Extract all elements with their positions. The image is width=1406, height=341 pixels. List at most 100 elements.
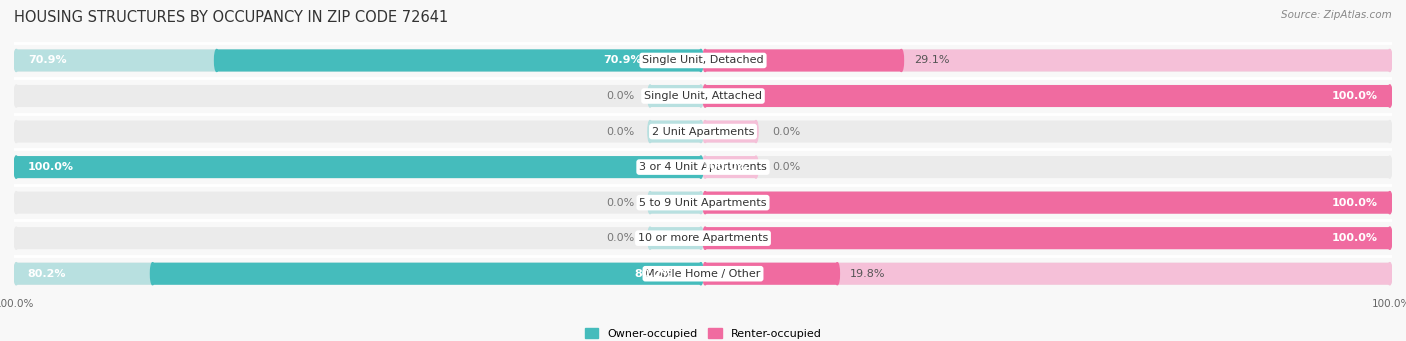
Text: 0.0%: 0.0% [606, 127, 634, 136]
Circle shape [1388, 85, 1392, 107]
Circle shape [1388, 227, 1392, 249]
Circle shape [1388, 49, 1392, 72]
Circle shape [1388, 85, 1392, 107]
Circle shape [703, 227, 707, 249]
Circle shape [14, 156, 18, 178]
Circle shape [699, 85, 703, 107]
Circle shape [703, 263, 707, 285]
Circle shape [1388, 85, 1392, 107]
Text: 100.0%: 100.0% [1331, 233, 1378, 243]
FancyBboxPatch shape [17, 156, 700, 178]
Text: 10 or more Apartments: 10 or more Apartments [638, 233, 768, 243]
Circle shape [648, 85, 652, 107]
Text: 3 or 4 Unit Apartments: 3 or 4 Unit Apartments [640, 162, 766, 172]
Text: 0.0%: 0.0% [772, 162, 800, 172]
Text: 29.1%: 29.1% [914, 56, 949, 65]
Circle shape [1388, 192, 1392, 214]
Text: HOUSING STRUCTURES BY OCCUPANCY IN ZIP CODE 72641: HOUSING STRUCTURES BY OCCUPANCY IN ZIP C… [14, 10, 449, 25]
Circle shape [699, 156, 703, 178]
Circle shape [835, 263, 839, 285]
FancyBboxPatch shape [650, 227, 700, 249]
Text: 100.0%: 100.0% [703, 162, 749, 172]
Circle shape [699, 227, 703, 249]
Text: 100.0%: 100.0% [1331, 91, 1378, 101]
Text: 2 Unit Apartments: 2 Unit Apartments [652, 127, 754, 136]
Circle shape [754, 120, 758, 143]
FancyBboxPatch shape [706, 120, 756, 143]
FancyBboxPatch shape [706, 263, 838, 285]
Circle shape [1388, 192, 1392, 214]
Circle shape [699, 49, 703, 72]
FancyBboxPatch shape [17, 192, 1389, 214]
FancyBboxPatch shape [153, 263, 700, 285]
FancyBboxPatch shape [17, 263, 1389, 285]
Circle shape [699, 120, 703, 143]
Text: Single Unit, Detached: Single Unit, Detached [643, 56, 763, 65]
Circle shape [703, 156, 707, 178]
Circle shape [699, 49, 703, 72]
FancyBboxPatch shape [706, 192, 1389, 214]
Circle shape [699, 263, 703, 285]
Circle shape [703, 85, 707, 107]
FancyBboxPatch shape [650, 120, 700, 143]
Circle shape [14, 49, 18, 72]
FancyBboxPatch shape [17, 156, 1389, 178]
Circle shape [14, 263, 18, 285]
Text: 0.0%: 0.0% [606, 233, 634, 243]
FancyBboxPatch shape [706, 192, 1389, 214]
Circle shape [648, 120, 652, 143]
Circle shape [14, 227, 18, 249]
FancyBboxPatch shape [17, 227, 1389, 249]
Circle shape [703, 120, 707, 143]
FancyBboxPatch shape [650, 85, 700, 107]
FancyBboxPatch shape [17, 49, 700, 72]
Text: Source: ZipAtlas.com: Source: ZipAtlas.com [1281, 10, 1392, 20]
Circle shape [1388, 227, 1392, 249]
FancyBboxPatch shape [17, 120, 1389, 143]
Circle shape [703, 85, 707, 107]
Circle shape [1388, 156, 1392, 178]
Text: 100.0%: 100.0% [1331, 198, 1378, 208]
FancyBboxPatch shape [706, 49, 901, 72]
Circle shape [14, 49, 18, 72]
Circle shape [699, 156, 703, 178]
Circle shape [1388, 227, 1392, 249]
Circle shape [14, 263, 18, 285]
Circle shape [1388, 49, 1392, 72]
Text: 70.9%: 70.9% [28, 56, 66, 65]
Circle shape [703, 263, 707, 285]
FancyBboxPatch shape [706, 227, 1389, 249]
Circle shape [150, 263, 155, 285]
Circle shape [1388, 192, 1392, 214]
Legend: Owner-occupied, Renter-occupied: Owner-occupied, Renter-occupied [581, 324, 825, 341]
FancyBboxPatch shape [706, 156, 756, 178]
FancyBboxPatch shape [706, 85, 1389, 107]
Circle shape [1388, 263, 1392, 285]
Text: Single Unit, Attached: Single Unit, Attached [644, 91, 762, 101]
Circle shape [699, 263, 703, 285]
Circle shape [703, 49, 707, 72]
FancyBboxPatch shape [17, 85, 1389, 107]
FancyBboxPatch shape [17, 263, 700, 285]
Circle shape [14, 156, 18, 178]
Text: 80.2%: 80.2% [634, 269, 673, 279]
Text: 70.9%: 70.9% [603, 56, 641, 65]
FancyBboxPatch shape [17, 156, 700, 178]
Circle shape [1388, 263, 1392, 285]
Circle shape [648, 192, 652, 214]
FancyBboxPatch shape [706, 85, 1389, 107]
Circle shape [1388, 120, 1392, 143]
Circle shape [14, 120, 18, 143]
Circle shape [14, 85, 18, 107]
Circle shape [699, 192, 703, 214]
Text: 0.0%: 0.0% [606, 198, 634, 208]
Text: Mobile Home / Other: Mobile Home / Other [645, 269, 761, 279]
Text: 100.0%: 100.0% [28, 162, 75, 172]
FancyBboxPatch shape [706, 263, 1389, 285]
Circle shape [648, 227, 652, 249]
Circle shape [703, 192, 707, 214]
Circle shape [900, 49, 904, 72]
Circle shape [14, 156, 18, 178]
Text: 0.0%: 0.0% [772, 127, 800, 136]
Circle shape [14, 192, 18, 214]
